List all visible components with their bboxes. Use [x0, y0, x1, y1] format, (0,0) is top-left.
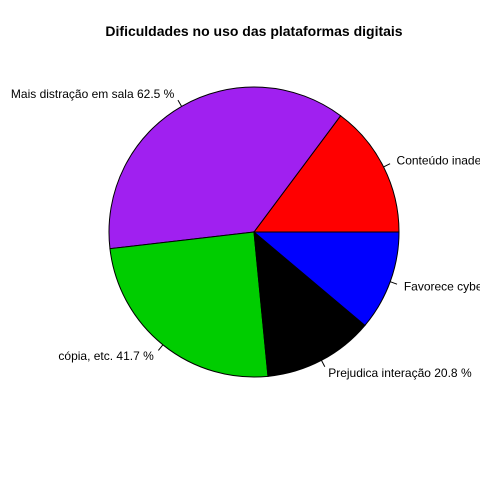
pie-label-tick-4 [390, 281, 398, 285]
pie-label-tick-3 [321, 360, 326, 368]
pie-slices [108, 86, 400, 378]
pie-label-tick-2 [157, 344, 164, 351]
pie-label-tick-0 [383, 163, 391, 168]
pie-label-1: Mais distração em sala 62.5 % [11, 87, 175, 101]
pie-label-2: cópia, etc. 41.7 % [58, 349, 154, 363]
pie-label-tick-1 [177, 99, 183, 107]
pie-label-0: Conteúdo inade [397, 153, 480, 167]
pie-label-4: Favorece cyberbullying 18.8 % [404, 280, 480, 294]
pie-slice-2 [109, 231, 269, 378]
pie-labels: Conteúdo inade Mais distração em sala 62.… [11, 87, 480, 380]
chart-title: Dificuldades no uso das plataformas digi… [105, 23, 402, 39]
pie-slice-0 [253, 115, 400, 233]
pie-label-3: Prejudica interação 20.8 % [328, 366, 472, 380]
pie-slice-4 [252, 231, 400, 327]
